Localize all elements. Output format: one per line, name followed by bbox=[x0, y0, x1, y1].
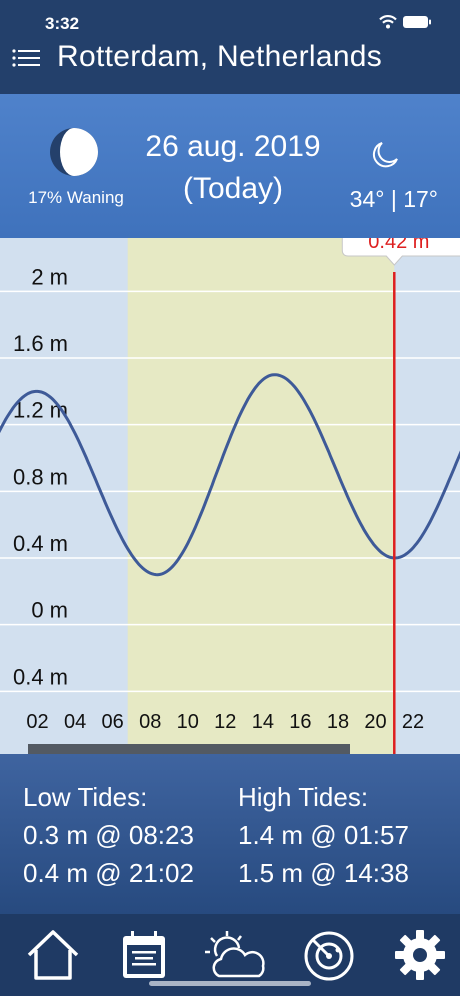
moon-crescent-icon bbox=[372, 142, 398, 168]
x-tick-label: 06 bbox=[102, 711, 124, 733]
location-title[interactable]: Rotterdam, Netherlands bbox=[57, 40, 383, 73]
low-tides-heading: Low Tides: bbox=[23, 782, 148, 812]
high-tides-column: High Tides: 1.4 m @ 01:57 1.5 m @ 14:38 bbox=[238, 778, 409, 892]
status-bar: 3:32 bbox=[0, 0, 460, 36]
x-tick-label: 12 bbox=[214, 711, 236, 733]
y-tick-label: 1.2 m bbox=[13, 398, 68, 423]
low-tide-entry: 0.3 m @ 08:23 bbox=[23, 820, 194, 850]
status-icons bbox=[378, 14, 434, 35]
wifi-icon bbox=[379, 15, 397, 29]
tide-chart[interactable]: 2 m 1.6 m 1.2 m 0.8 m 0.4 m 0 m 0.4 m 02 04 06 08… bbox=[0, 238, 460, 754]
x-tick-label: 20 bbox=[364, 711, 386, 733]
y-tick-label: 1.6 m bbox=[13, 331, 68, 356]
radar-icon[interactable] bbox=[300, 926, 358, 984]
moon-phase-label: 17% Waning bbox=[28, 188, 124, 207]
grid-lines bbox=[0, 290, 460, 693]
x-tick-label: 16 bbox=[289, 711, 311, 733]
day-info-panel: 17% Waning 26 aug. 2019 (Today) 34° | 17… bbox=[0, 94, 460, 238]
calendar-icon[interactable] bbox=[115, 926, 173, 984]
tide-chart-svg: 2 m 1.6 m 1.2 m 0.8 m 0.4 m 0 m 0.4 m 02 04 06 08… bbox=[0, 238, 460, 754]
battery-icon bbox=[403, 16, 431, 28]
current-height-tooltip: 0.42 m bbox=[341, 238, 460, 266]
moon-phase-icon bbox=[50, 128, 98, 176]
home-icon[interactable] bbox=[24, 926, 82, 984]
y-tick-labels: 2 m 1.6 m 1.2 m 0.8 m 0.4 m 0 m 0.4 m bbox=[13, 264, 68, 689]
x-tick-label: 18 bbox=[327, 711, 349, 733]
daylight-band bbox=[127, 238, 395, 754]
nav-bar: Rotterdam, Netherlands bbox=[0, 36, 460, 94]
high-tide-entry: 1.4 m @ 01:57 bbox=[238, 820, 409, 850]
y-tick-label: 0.8 m bbox=[13, 464, 68, 489]
x-tick-label: 14 bbox=[252, 711, 274, 733]
status-time: 3:32 bbox=[45, 14, 80, 33]
high-tide-entry: 1.5 m @ 14:38 bbox=[238, 858, 409, 888]
temperature-range: 34° | 17° bbox=[349, 186, 438, 212]
y-tick-label: 0 m bbox=[31, 598, 68, 623]
x-tick-label: 04 bbox=[64, 711, 86, 733]
tide-curve bbox=[0, 373, 460, 577]
partly-cloudy-icon[interactable] bbox=[201, 926, 273, 984]
home-indicator[interactable] bbox=[149, 981, 311, 986]
x-tick-label: 10 bbox=[177, 711, 199, 733]
date-label: 26 aug. 2019 bbox=[145, 130, 321, 163]
low-tides-column: Low Tides: 0.3 m @ 08:23 0.4 m @ 21:02 bbox=[23, 778, 194, 892]
y-tick-label: 0.4 m bbox=[13, 531, 68, 556]
current-height-label: 0.42 m bbox=[368, 238, 429, 253]
tide-times-panel: Low Tides: 0.3 m @ 08:23 0.4 m @ 21:02 H… bbox=[0, 754, 460, 914]
y-tick-label: 2 m bbox=[31, 264, 68, 289]
date-today-label: (Today) bbox=[182, 172, 284, 205]
high-tides-heading: High Tides: bbox=[238, 782, 369, 812]
chart-scrollbar[interactable] bbox=[28, 744, 350, 754]
x-tick-labels: 02 04 06 08 10 12 14 16 18 20 22 bbox=[26, 711, 424, 733]
x-tick-label: 22 bbox=[402, 711, 424, 733]
x-tick-label: 02 bbox=[26, 711, 48, 733]
menu-icon[interactable] bbox=[12, 46, 42, 70]
gear-icon[interactable] bbox=[391, 926, 449, 984]
x-tick-label: 08 bbox=[139, 711, 161, 733]
y-tick-label: 0.4 m bbox=[13, 664, 68, 689]
low-tide-entry: 0.4 m @ 21:02 bbox=[23, 858, 194, 888]
